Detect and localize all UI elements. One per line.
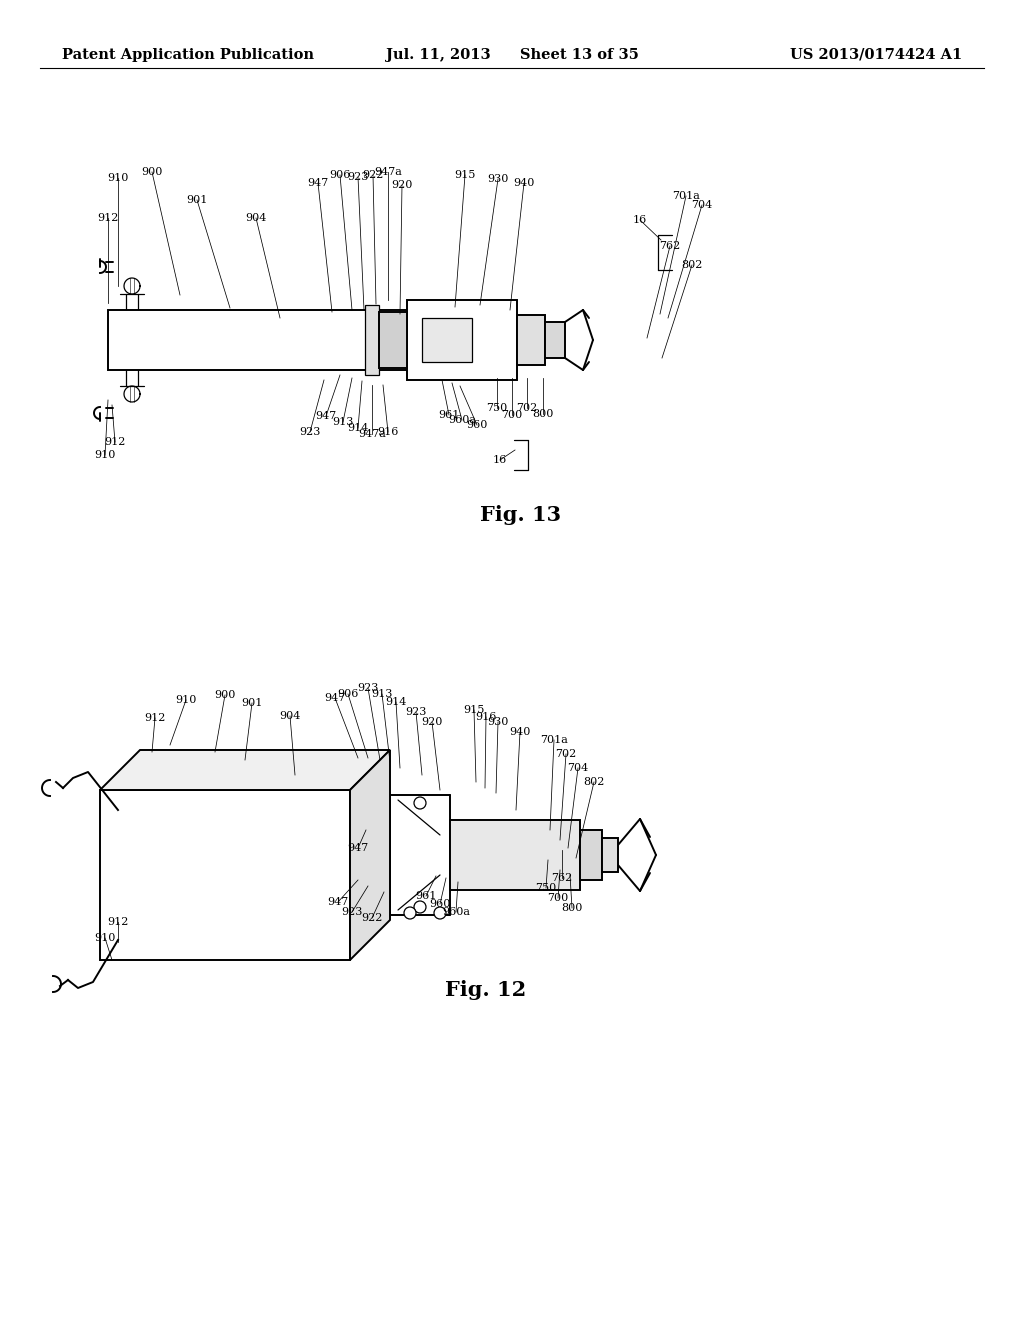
Text: 912: 912	[144, 713, 166, 723]
Text: 960: 960	[466, 420, 487, 430]
Text: 923: 923	[341, 907, 362, 917]
Bar	[379, 312, 407, 368]
Polygon shape	[350, 750, 390, 960]
Text: 947: 947	[307, 178, 329, 187]
Text: 704: 704	[691, 201, 713, 210]
Text: 916: 916	[377, 426, 398, 437]
Text: 947: 947	[347, 843, 369, 853]
Text: 701a: 701a	[540, 735, 568, 744]
Text: 800: 800	[532, 409, 554, 418]
Text: Fig. 13: Fig. 13	[480, 506, 561, 525]
Text: 930: 930	[487, 717, 509, 727]
Text: US 2013/0174424 A1: US 2013/0174424 A1	[790, 48, 962, 62]
Text: 904: 904	[246, 213, 266, 223]
Text: 701a: 701a	[672, 191, 700, 201]
Text: 910: 910	[94, 933, 116, 942]
Bar	[602, 838, 618, 873]
Text: Fig. 12: Fig. 12	[445, 979, 526, 1001]
Text: 762: 762	[659, 242, 681, 251]
Text: 750: 750	[486, 403, 508, 413]
Text: 930: 930	[487, 174, 509, 183]
Text: 913: 913	[333, 417, 353, 426]
Bar	[545, 322, 565, 358]
Text: 961: 961	[438, 411, 460, 420]
Text: 947: 947	[315, 411, 337, 421]
Text: Jul. 11, 2013  Sheet 13 of 35: Jul. 11, 2013 Sheet 13 of 35	[386, 48, 638, 62]
Circle shape	[414, 797, 426, 809]
Text: 940: 940	[509, 727, 530, 737]
Bar	[580, 830, 602, 880]
Text: 940: 940	[513, 178, 535, 187]
Text: 912: 912	[104, 437, 126, 447]
Text: 750: 750	[536, 883, 557, 894]
Circle shape	[414, 902, 426, 913]
Text: 906: 906	[330, 170, 350, 180]
Text: 922: 922	[361, 913, 383, 923]
Text: 900: 900	[141, 168, 163, 177]
Text: 702: 702	[555, 748, 577, 759]
Text: 947a: 947a	[374, 168, 402, 177]
Circle shape	[434, 907, 446, 919]
Bar	[100, 789, 350, 960]
Text: 922: 922	[362, 170, 384, 180]
Text: 914: 914	[385, 697, 407, 708]
Text: 912: 912	[97, 213, 119, 223]
Text: 900: 900	[214, 690, 236, 700]
Bar	[517, 315, 545, 366]
Text: 704: 704	[567, 763, 589, 774]
Text: 912: 912	[108, 917, 129, 927]
Text: Patent Application Publication: Patent Application Publication	[62, 48, 314, 62]
Text: 800: 800	[561, 903, 583, 913]
Text: 915: 915	[463, 705, 484, 715]
Text: 700: 700	[502, 411, 522, 420]
Text: 920: 920	[421, 717, 442, 727]
Bar	[407, 300, 517, 380]
Text: 762: 762	[551, 873, 572, 883]
Text: 914: 914	[347, 422, 369, 433]
Text: 16: 16	[633, 215, 647, 224]
Text: 702: 702	[516, 403, 538, 413]
Text: 802: 802	[681, 260, 702, 271]
Circle shape	[404, 907, 416, 919]
Text: 923: 923	[406, 708, 427, 717]
Bar	[422, 318, 472, 362]
Text: 910: 910	[108, 173, 129, 183]
Text: 910: 910	[94, 450, 116, 459]
Text: 700: 700	[548, 894, 568, 903]
Bar	[450, 820, 580, 890]
Text: 960a: 960a	[442, 907, 470, 917]
Text: 947a: 947a	[358, 429, 386, 440]
Text: 802: 802	[584, 777, 605, 787]
Text: 910: 910	[175, 696, 197, 705]
Text: 960a: 960a	[449, 414, 476, 425]
Text: 915: 915	[455, 170, 476, 180]
Text: 906: 906	[337, 689, 358, 700]
Bar	[365, 305, 379, 375]
Text: 923: 923	[299, 426, 321, 437]
Text: 901: 901	[242, 698, 263, 708]
Text: 901: 901	[186, 195, 208, 205]
Bar	[108, 310, 490, 370]
Text: 947: 947	[328, 898, 348, 907]
Text: 960: 960	[429, 899, 451, 909]
Text: 904: 904	[280, 711, 301, 721]
Text: 16: 16	[493, 455, 507, 465]
Text: 923: 923	[347, 172, 369, 182]
Text: 961: 961	[416, 891, 436, 902]
Text: 913: 913	[372, 689, 392, 700]
Text: 916: 916	[475, 711, 497, 722]
Text: 923: 923	[357, 682, 379, 693]
Polygon shape	[100, 750, 390, 789]
Text: 947: 947	[325, 693, 346, 704]
Text: 920: 920	[391, 180, 413, 190]
